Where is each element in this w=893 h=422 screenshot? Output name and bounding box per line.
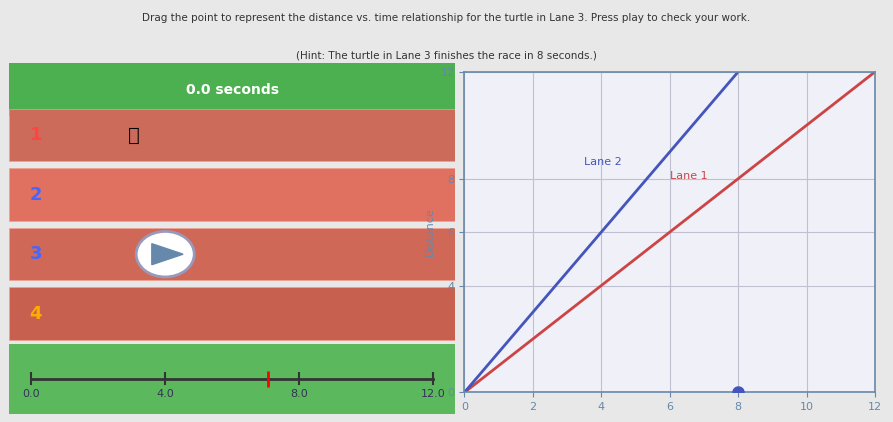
Text: 0.0 seconds: 0.0 seconds — [186, 83, 279, 97]
Text: 2: 2 — [29, 186, 42, 204]
FancyBboxPatch shape — [9, 63, 455, 116]
Text: 0.0: 0.0 — [22, 390, 40, 399]
FancyBboxPatch shape — [9, 344, 455, 414]
Circle shape — [137, 231, 195, 277]
Text: 4: 4 — [29, 305, 42, 323]
FancyBboxPatch shape — [9, 168, 455, 221]
Text: 4.0: 4.0 — [156, 390, 174, 399]
Text: 3: 3 — [29, 245, 42, 263]
FancyBboxPatch shape — [9, 109, 455, 161]
Text: Drag the point to represent the distance vs. time relationship for the turtle in: Drag the point to represent the distance… — [142, 13, 751, 23]
FancyBboxPatch shape — [9, 228, 455, 281]
Text: 8.0: 8.0 — [290, 390, 308, 399]
Text: 12.0: 12.0 — [421, 390, 446, 399]
Text: Lane 2: Lane 2 — [584, 157, 622, 167]
Polygon shape — [152, 243, 183, 265]
Text: (Hint: The turtle in Lane 3 finishes the race in 8 seconds.): (Hint: The turtle in Lane 3 finishes the… — [296, 51, 597, 61]
Text: 1: 1 — [29, 126, 42, 144]
Text: 🐢: 🐢 — [128, 126, 140, 145]
Y-axis label: Distance: Distance — [425, 208, 435, 257]
FancyBboxPatch shape — [9, 287, 455, 340]
Text: Lane 1: Lane 1 — [670, 170, 707, 181]
